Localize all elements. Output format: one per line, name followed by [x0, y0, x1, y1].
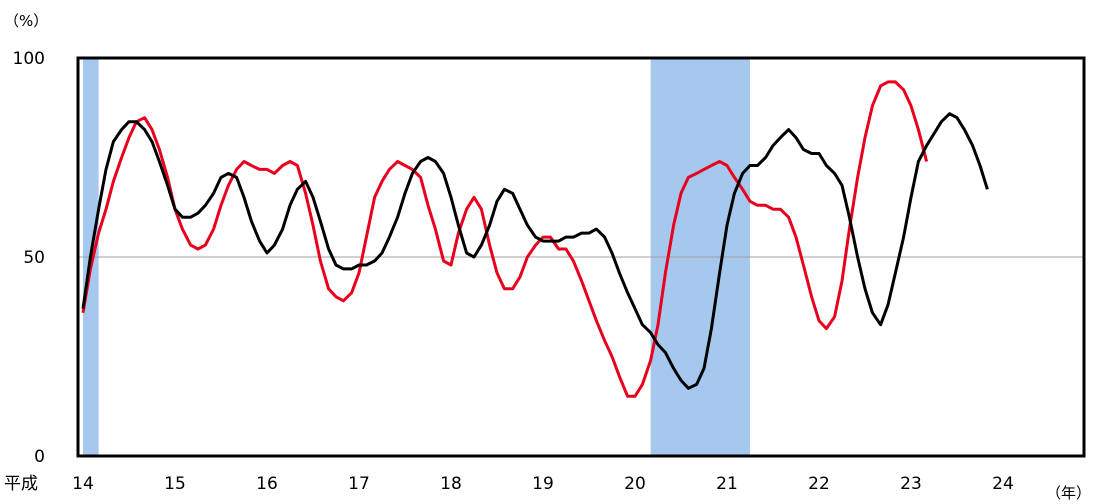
x-tick-label: 15	[164, 474, 186, 494]
y-unit-label: （%）	[4, 12, 48, 30]
y-axis-labels: 0 50 100	[13, 49, 45, 467]
series-line-1	[81, 80, 929, 398]
series-lines	[81, 80, 989, 398]
x-tick-label: 18	[440, 474, 462, 494]
y-tick-label: 50	[23, 248, 45, 268]
y-tick-label: 0	[34, 447, 45, 467]
x-era-label: 平成	[4, 474, 38, 494]
x-axis-labels: 14 15 16 17 18 19 20 21 22 23 24	[72, 474, 1014, 494]
x-tick-label: 21	[716, 474, 738, 494]
x-tick-label: 24	[992, 474, 1014, 494]
series-line-2	[81, 112, 989, 390]
x-unit-label: （年）	[1046, 484, 1091, 502]
x-tick-label: 22	[808, 474, 830, 494]
x-tick-label: 20	[624, 474, 646, 494]
x-tick-label: 19	[532, 474, 554, 494]
y-tick-label: 100	[13, 49, 45, 69]
plot-frame	[76, 56, 1086, 458]
x-tick-label: 16	[256, 474, 278, 494]
x-tick-label: 14	[72, 474, 94, 494]
x-tick-label: 17	[348, 474, 370, 494]
x-tick-label: 23	[900, 474, 922, 494]
